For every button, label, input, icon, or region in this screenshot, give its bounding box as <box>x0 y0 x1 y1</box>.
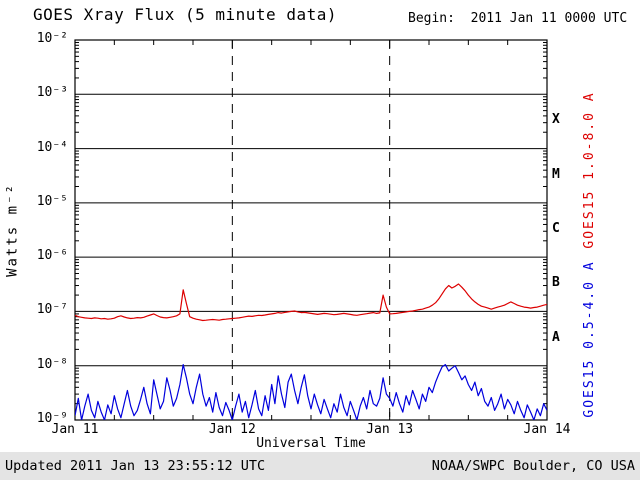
y-axis-tick-label: 10⁻³ <box>36 85 68 101</box>
footer-bar: Updated 2011 Jan 13 23:55:12 UTC NOAA/SW… <box>0 452 640 480</box>
flare-class-label: X <box>552 112 560 128</box>
y-axis-tick-label: 10⁻⁷ <box>36 302 68 318</box>
blue-flux-line <box>75 364 547 420</box>
plot-frame <box>74 39 548 421</box>
y-axis-tick-label: 10⁻⁸ <box>36 356 68 372</box>
x-axis-tick-label: Jan 13 <box>366 422 414 437</box>
x-axis-title: Universal Time <box>256 436 366 451</box>
x-axis-tick-label: Jan 11 <box>51 422 99 437</box>
credit-label: NOAA/SWPC Boulder, CO USA <box>431 458 635 474</box>
y-axis-tick-label: 10⁻⁹ <box>36 411 68 426</box>
red-flux-line <box>75 283 547 322</box>
red-series-label: GOES15 1.0-8.0 A <box>581 91 597 249</box>
chart-title: GOES Xray Flux (5 minute data) <box>33 5 337 24</box>
flare-class-label: B <box>552 275 560 291</box>
y-axis-title: Watts m⁻² <box>4 183 21 277</box>
x-axis-tick-label: Jan 14 <box>523 422 571 437</box>
y-axis-tick-label: 10⁻⁵ <box>36 193 68 209</box>
updated-timestamp: Updated 2011 Jan 13 23:55:12 UTC <box>5 458 266 474</box>
y-axis-tick-label: 10⁻² <box>36 31 68 46</box>
blue-series-label: GOES15 0.5-4.0 A <box>581 260 597 418</box>
y-axis-tick-label: 10⁻⁶ <box>36 248 68 264</box>
x-axis-tick-label: Jan 12 <box>208 422 256 437</box>
flare-class-label: M <box>552 166 560 182</box>
flare-class-label: C <box>552 221 560 236</box>
y-axis-tick-label: 10⁻⁴ <box>36 139 68 155</box>
begin-time-label: Begin: 2011 Jan 11 0000 UTC <box>408 11 628 26</box>
flare-class-label: A <box>552 329 560 345</box>
